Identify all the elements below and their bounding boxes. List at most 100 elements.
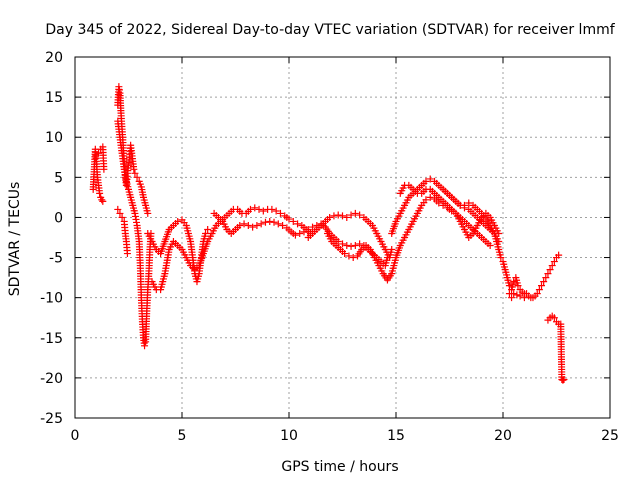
data-point xyxy=(542,274,550,282)
data-point xyxy=(118,213,126,221)
data-point xyxy=(510,290,518,298)
data-point xyxy=(347,211,355,219)
tick-labels: 0 5 10 15 20 25 -25 -20 -15 -10 -5 0 5 10 15 20 xyxy=(40,50,619,444)
data-markers xyxy=(89,83,568,384)
series-arc-late-3 xyxy=(439,185,505,262)
series-arc-early-b xyxy=(95,143,108,173)
data-point xyxy=(533,290,541,298)
series-arc-mid-4 xyxy=(304,209,396,262)
data-point xyxy=(131,169,139,177)
data-point xyxy=(130,165,138,173)
data-point xyxy=(294,220,302,228)
plot-frame xyxy=(74,56,611,419)
y-tick-label: 5 xyxy=(54,170,63,186)
x-tick-label: 20 xyxy=(494,428,512,444)
data-point xyxy=(334,238,342,246)
data-point xyxy=(538,282,546,290)
data-point xyxy=(253,221,261,229)
data-point xyxy=(98,196,106,204)
y-tick-label: 0 xyxy=(54,210,63,226)
data-point xyxy=(356,240,364,248)
series-arc-late-6 xyxy=(544,312,568,384)
data-point xyxy=(291,231,299,239)
data-point xyxy=(514,282,522,290)
data-point xyxy=(516,292,524,300)
data-point xyxy=(339,212,346,220)
data-point xyxy=(96,189,104,197)
series-arc-early-c xyxy=(114,205,131,258)
data-point xyxy=(349,254,357,262)
x-axis-label: GPS time / hours xyxy=(281,459,398,475)
data-point xyxy=(244,221,252,229)
data-point xyxy=(422,177,430,185)
data-point xyxy=(202,229,210,237)
data-point xyxy=(334,211,342,219)
y-tick-label: 20 xyxy=(45,50,63,66)
data-point xyxy=(296,229,304,237)
data-point xyxy=(268,205,276,213)
data-point xyxy=(114,205,122,213)
data-point xyxy=(266,217,274,225)
data-point xyxy=(300,228,308,236)
x-tick-label: 0 xyxy=(71,428,80,444)
y-tick-label: -10 xyxy=(40,291,63,307)
series-arc-late-5 xyxy=(505,290,528,302)
data-point xyxy=(559,376,567,384)
data-point xyxy=(95,149,103,157)
data-point xyxy=(326,213,334,221)
data-point xyxy=(304,225,312,233)
data-point xyxy=(388,246,396,254)
data-point xyxy=(276,209,284,217)
data-point xyxy=(339,240,346,248)
data-point xyxy=(236,221,244,229)
y-tick-label: -20 xyxy=(40,371,63,387)
data-point xyxy=(100,165,108,173)
data-point xyxy=(486,242,494,250)
data-point xyxy=(270,218,278,226)
data-point xyxy=(497,254,505,262)
data-point xyxy=(279,221,287,229)
data-point xyxy=(535,286,543,294)
data-point xyxy=(422,196,430,204)
data-point xyxy=(133,173,141,181)
chart-title: Day 345 of 2022, Sidereal Day-to-day VTE… xyxy=(45,22,615,38)
data-point xyxy=(285,215,293,223)
data-point xyxy=(257,220,265,228)
data-point xyxy=(356,211,364,219)
data-point xyxy=(546,266,554,274)
data-point xyxy=(343,213,351,221)
y-tick-label: -15 xyxy=(40,331,63,347)
x-tick-label: 10 xyxy=(280,428,298,444)
data-point xyxy=(550,258,558,266)
data-point xyxy=(560,375,568,383)
data-point xyxy=(351,242,359,250)
data-point xyxy=(513,291,521,299)
data-point xyxy=(548,262,556,270)
data-point xyxy=(123,250,131,258)
data-point xyxy=(261,218,269,226)
data-point xyxy=(289,217,297,225)
data-point xyxy=(240,220,248,228)
x-tick-label: 5 xyxy=(178,428,187,444)
series-arc-early-a xyxy=(89,145,107,205)
data-point xyxy=(255,205,263,213)
data-point xyxy=(204,225,212,233)
data-point xyxy=(341,250,349,258)
data-point xyxy=(309,223,317,231)
data-point xyxy=(520,294,528,302)
data-point xyxy=(249,223,257,231)
y-tick-label: -5 xyxy=(49,251,63,267)
data-point xyxy=(345,252,353,260)
data-point xyxy=(259,207,267,215)
series-arc-low-dip xyxy=(114,117,155,350)
data-point xyxy=(347,242,355,250)
data-point xyxy=(174,217,182,225)
data-point xyxy=(330,212,338,220)
data-point xyxy=(141,342,149,350)
data-point xyxy=(351,209,359,217)
data-point xyxy=(550,314,558,322)
data-point xyxy=(116,209,124,217)
x-tick-label: 15 xyxy=(387,428,405,444)
data-point xyxy=(343,242,351,250)
